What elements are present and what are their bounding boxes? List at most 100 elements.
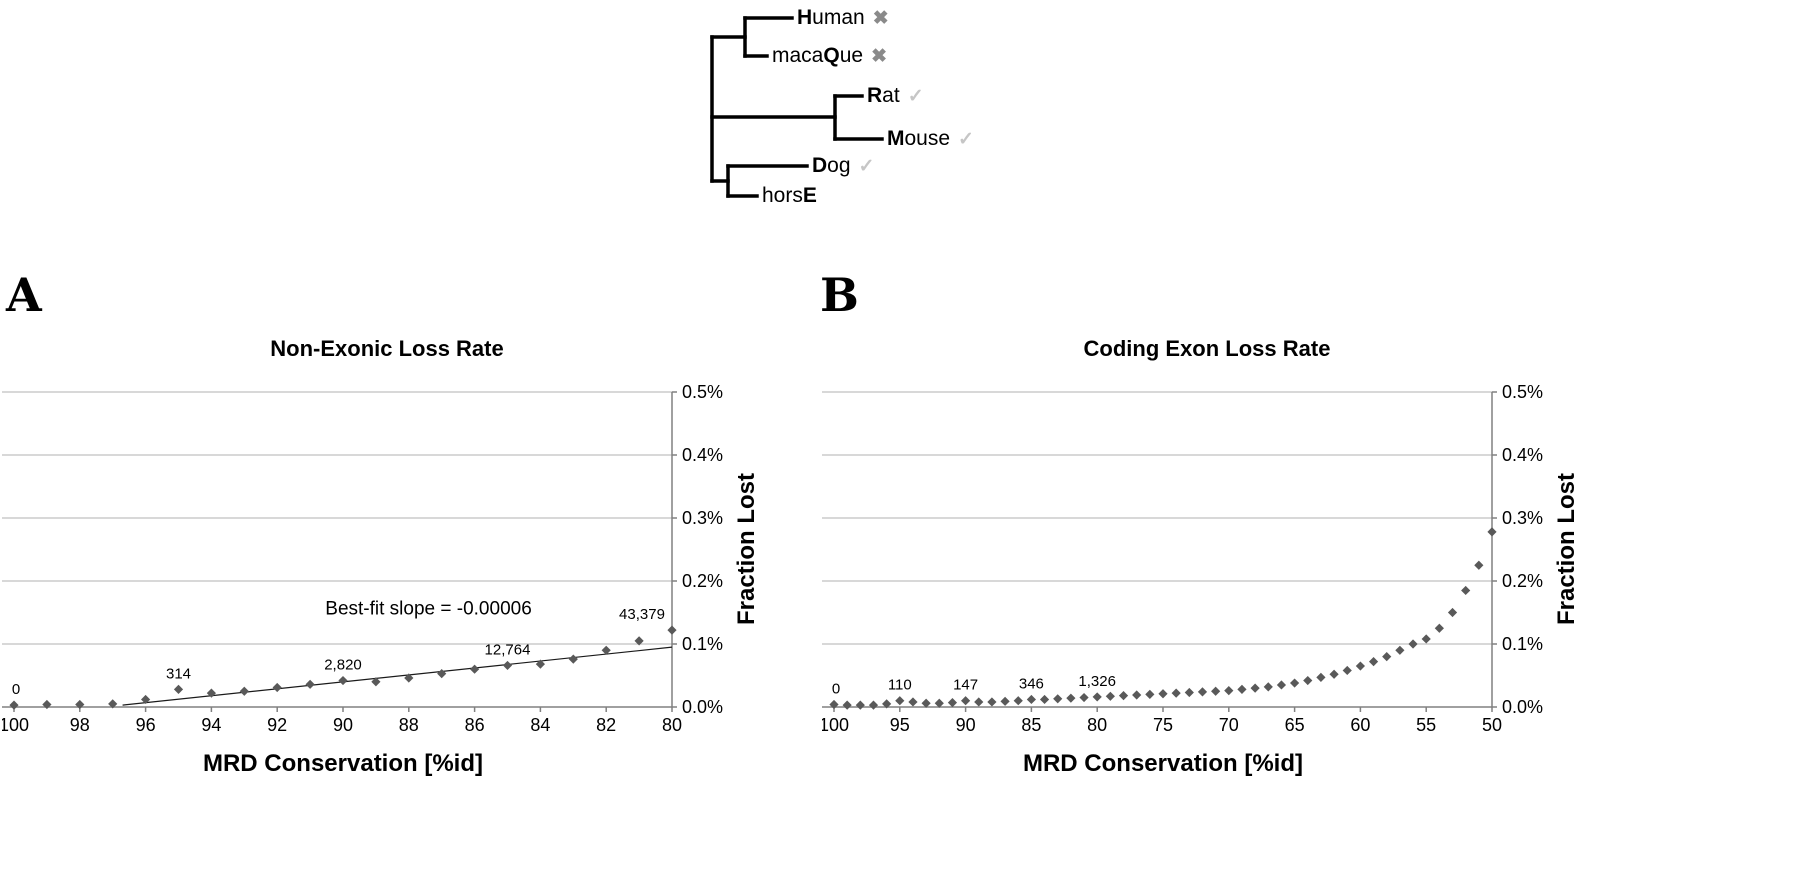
data-point [1329,669,1339,679]
tree-label-human: Human ✖ [797,5,889,32]
data-point [1487,527,1497,537]
x-tick-label: 94 [201,715,221,735]
x-tick-label: 80 [662,715,682,735]
data-point [829,699,839,710]
species-name: Mouse [887,127,950,150]
tree-label-dog: Dog ✓ [812,153,874,180]
data-point [1461,585,1471,596]
x-tick-label: 95 [890,715,910,735]
data-point [206,688,216,698]
point-label: 0 [832,680,840,697]
data-point [601,645,611,655]
fit-annotation: Best-fit slope = -0.00006 [325,598,532,619]
point-label: 110 [888,677,912,694]
tree-label-mouse: Mouse ✓ [887,126,974,153]
data-point [1474,560,1484,570]
x-tick-label: 88 [399,715,419,735]
x-tick-label: 50 [1482,715,1502,735]
y-tick-label: 0.0% [1502,697,1543,717]
species-initial: M [887,127,905,150]
x-tick-label: 80 [1087,715,1107,735]
data-point [502,660,513,671]
chart-non-exonic-loss-rate: Non-Exonic Loss Rate MRD Conservation [%… [2,336,792,790]
data-point [1039,694,1050,705]
plot-area-a: MRD Conservation [%id] Fraction Lost 0.0… [2,382,760,777]
y-tick-label: 0.2% [1502,571,1543,591]
data-point [1237,684,1247,694]
phylogenetic-tree: Human ✖ macaQue ✖ Rat ✓ Mouse ✓ Dog ✓ horsE [695,4,1095,224]
species-name: macaQue [772,44,863,67]
y-tick-label: 0.2% [682,571,723,591]
y-tick-label: 0.4% [1502,445,1543,465]
data-point [974,697,984,707]
x-axis-title: MRD Conservation [%id] [1023,750,1303,777]
data-point [437,669,447,679]
data-point [868,700,879,710]
x-tick-label: 70 [1219,715,1239,735]
x-tick-label: 55 [1416,715,1436,735]
y-tick-label: 0.0% [682,697,723,717]
species-name: horsE [762,184,817,207]
data-point [1184,687,1194,698]
tree-branch-lines [710,16,884,198]
x-tick-label: 90 [333,715,353,735]
x-tick-label: 84 [530,715,550,735]
x-tick-label: 98 [70,715,90,735]
data-point [173,684,184,694]
species-name-post: ue [839,44,864,67]
x-tick-label: 100 [2,715,29,735]
data-point [1013,696,1023,706]
x-axis-title: MRD Conservation [%id] [203,750,483,777]
panel-label-a: A [6,268,42,322]
point-label: 12,764 [485,641,531,658]
data-point [1118,691,1129,701]
plot-area-b: MRD Conservation [%id] Fraction Lost 0.0… [822,382,1580,777]
species-name-post: at [882,84,900,107]
species-name: Dog [812,154,851,177]
species-name-post: og [827,154,851,177]
x-tick-label: 75 [1153,715,1173,735]
data-point [1053,694,1063,704]
y-tick-label: 0.1% [682,634,723,654]
x-tick-label: 92 [267,715,287,735]
species-name-pre: maca [772,44,824,67]
species-name: Rat [867,84,900,107]
data-point [1000,696,1010,706]
chart-title: Non-Exonic Loss Rate [270,336,504,361]
data-point [272,682,282,693]
x-tick-label: 86 [465,715,485,735]
point-label: 346 [1019,675,1044,692]
x-tick-label: 100 [822,715,849,735]
x-tick-label: 85 [1021,715,1041,735]
data-point [1276,680,1287,690]
data-point [987,697,997,707]
data-point [1132,690,1142,700]
x-tick-label: 65 [1285,715,1305,735]
data-point [1224,686,1234,696]
y-tick-label: 0.3% [682,508,723,528]
point-label: 43,379 [619,606,665,623]
species-initial: D [812,154,828,177]
data-point [1211,686,1221,696]
data-point [9,700,19,710]
panel-label-b: B [820,268,859,322]
x-tick-label: 82 [596,715,616,735]
species-initial: H [797,6,813,29]
data-point [1408,639,1418,649]
data-point [934,698,944,708]
data-point [1382,652,1392,662]
data-point [1434,623,1444,633]
data-point [75,699,85,710]
data-point [1171,688,1181,698]
data-point [1395,645,1405,655]
tree-label-macaque: macaQue ✖ [772,43,887,70]
data-point [882,699,892,709]
data-point [1368,657,1379,667]
data-point [667,625,677,635]
data-point [634,636,644,646]
species-name: Human [797,6,865,29]
data-point [404,673,414,683]
data-point [1026,694,1036,705]
data-point [908,697,918,707]
